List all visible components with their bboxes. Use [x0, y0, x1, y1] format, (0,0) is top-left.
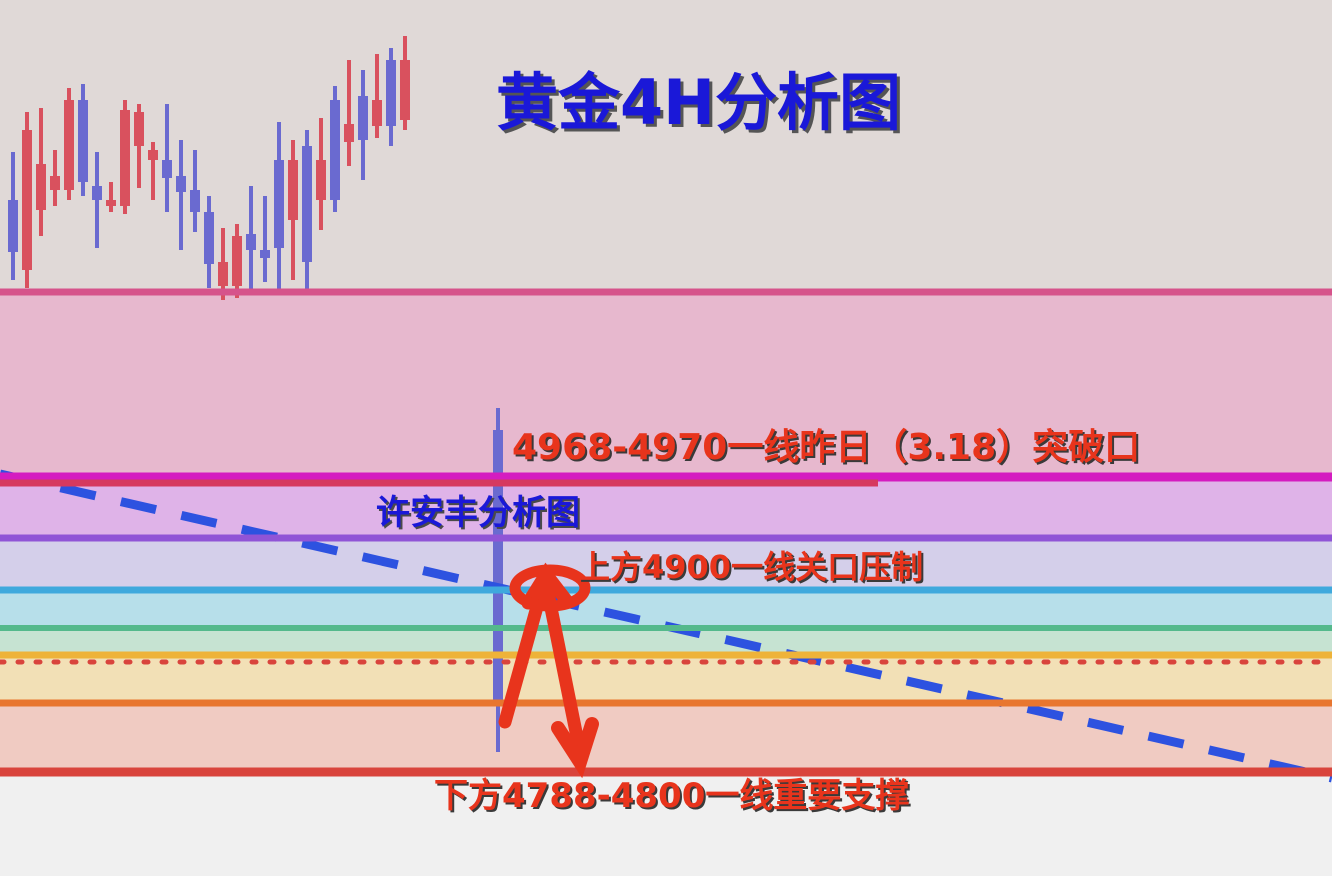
candle-body — [92, 186, 102, 200]
candle-wick — [347, 60, 351, 166]
candle-body — [190, 190, 200, 212]
candles-group — [8, 36, 410, 300]
candle-body — [134, 112, 144, 146]
candle-body — [8, 200, 18, 252]
candle-body — [246, 234, 256, 250]
candle-body — [400, 60, 410, 120]
candle-body — [64, 100, 74, 190]
band-cyan-zone — [0, 593, 1332, 626]
page-title: 黄金4H分析图 — [496, 66, 902, 139]
candle-body — [260, 250, 270, 258]
candle-body — [316, 160, 326, 200]
candle-body — [78, 100, 88, 182]
candle-wick — [109, 182, 113, 212]
author-annotation: 许安丰分析图 — [376, 493, 580, 533]
candle-body — [162, 160, 172, 178]
current-bar-candle — [493, 408, 503, 752]
candle-body — [358, 96, 368, 140]
candle-body — [204, 212, 214, 264]
candle-body — [176, 176, 186, 192]
candle-body — [148, 150, 158, 160]
candle-wick — [151, 142, 155, 200]
candle-wick — [179, 140, 183, 250]
resistance-annotation: 上方4900一线关口压制 — [578, 548, 924, 586]
candle-body — [106, 200, 116, 206]
support-annotation: 下方4788-4800一线重要支撑 — [434, 776, 910, 816]
candle-wick — [165, 104, 169, 212]
candle-body — [330, 100, 340, 200]
band-upper-pink-zone — [0, 292, 1332, 476]
candle-body — [344, 124, 354, 142]
candle-body — [386, 60, 396, 126]
candle-body — [232, 236, 242, 286]
red-ellipse-marker — [509, 564, 591, 612]
candle-body — [288, 160, 298, 220]
candle-body — [50, 176, 60, 190]
band-green-zone — [0, 630, 1332, 653]
candle-wick — [263, 196, 267, 282]
candle-body — [302, 146, 312, 262]
red-arrowhead-down — [551, 717, 599, 779]
band-violet-zone — [0, 481, 1332, 537]
candle-body — [218, 262, 228, 286]
band-salmon-zone — [0, 705, 1332, 770]
candle-body — [120, 110, 130, 206]
breakout-annotation: 4968-4970一线昨日（3.18）突破口 — [512, 427, 1141, 468]
candle-body — [22, 130, 32, 270]
candle-body — [372, 100, 382, 126]
band-lavender-zone — [0, 540, 1332, 588]
band-yellow-zone — [0, 658, 1332, 702]
candle-body — [36, 164, 46, 210]
candle-body — [274, 160, 284, 248]
candle-wick — [375, 54, 379, 138]
